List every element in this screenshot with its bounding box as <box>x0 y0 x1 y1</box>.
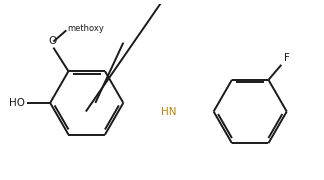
Text: methoxy: methoxy <box>67 24 104 33</box>
Text: F: F <box>284 53 290 63</box>
Text: HN: HN <box>161 107 176 117</box>
Text: HO: HO <box>9 98 25 108</box>
Text: O: O <box>48 36 57 46</box>
